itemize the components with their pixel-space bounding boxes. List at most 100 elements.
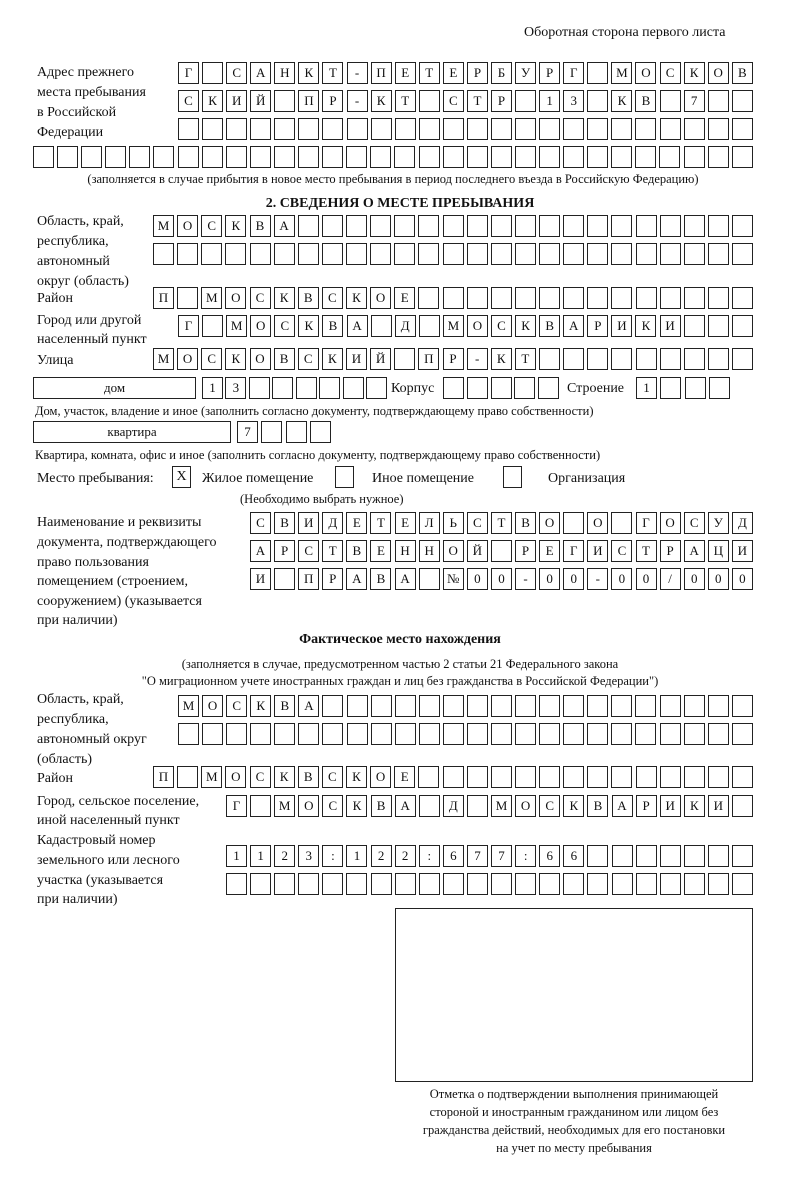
letter-cell[interactable] (707, 348, 729, 370)
letter-cell[interactable]: 0 (563, 568, 585, 590)
letter-cell[interactable]: О (250, 315, 272, 337)
letter-cell[interactable] (394, 723, 416, 745)
letter-cell[interactable] (587, 348, 609, 370)
letter-cell[interactable] (683, 146, 705, 168)
letter-cell[interactable] (346, 695, 368, 717)
letter-cell[interactable]: Р (515, 540, 537, 562)
letter-cell[interactable] (707, 118, 729, 140)
letter-cell[interactable] (707, 695, 729, 717)
letter-cell[interactable] (490, 146, 512, 168)
letter-cell[interactable] (587, 723, 609, 745)
letter-cell[interactable]: Ь (442, 512, 464, 534)
letter-cell[interactable] (731, 795, 753, 817)
letter-cell[interactable] (418, 215, 440, 237)
letter-cell[interactable] (466, 118, 488, 140)
letter-cell[interactable]: В (370, 568, 392, 590)
letter-cell[interactable]: Е (394, 287, 416, 309)
letter-cell[interactable] (249, 243, 271, 265)
letter-cell[interactable]: В (370, 795, 392, 817)
letter-cell[interactable] (731, 315, 753, 337)
letter-cell[interactable] (129, 146, 151, 168)
letter-cell[interactable] (611, 348, 633, 370)
letter-cell[interactable]: - (346, 90, 368, 112)
letter-cell[interactable] (250, 795, 272, 817)
letter-cell[interactable] (322, 695, 344, 717)
letter-cell[interactable]: Е (394, 766, 416, 788)
letter-cell[interactable] (394, 146, 416, 168)
letter-cell[interactable]: В (346, 540, 368, 562)
letter-cell[interactable] (611, 873, 633, 895)
letter-cell[interactable] (319, 377, 341, 399)
letter-cell[interactable] (635, 766, 657, 788)
letter-cell[interactable]: В (635, 90, 657, 112)
letter-cell[interactable] (683, 723, 705, 745)
letter-cell[interactable]: 0 (635, 568, 657, 590)
letter-cell[interactable]: 0 (611, 568, 633, 590)
letter-cell[interactable] (515, 723, 537, 745)
letter-cell[interactable] (683, 243, 705, 265)
letter-cell[interactable] (466, 795, 488, 817)
letter-cell[interactable] (731, 845, 753, 867)
letter-cell[interactable] (418, 287, 440, 309)
letter-cell[interactable]: 7 (237, 421, 258, 443)
letter-cell[interactable]: П (153, 766, 174, 788)
letter-cell[interactable]: П (370, 62, 392, 84)
letter-cell[interactable] (298, 873, 320, 895)
letter-cell[interactable]: С (226, 62, 248, 84)
letter-cell[interactable] (295, 377, 317, 399)
letter-cell[interactable]: 2 (394, 845, 416, 867)
letter-cell[interactable]: Д (731, 512, 753, 534)
letter-cell[interactable] (611, 766, 633, 788)
letter-cell[interactable] (563, 243, 585, 265)
letter-cell[interactable] (491, 723, 513, 745)
letter-cell[interactable] (370, 243, 392, 265)
letter-cell[interactable] (466, 723, 488, 745)
letter-cell[interactable] (731, 90, 753, 112)
letter-cell[interactable] (587, 90, 609, 112)
letter-cell[interactable]: Е (346, 512, 368, 534)
letter-cell[interactable] (563, 118, 585, 140)
letter-cell[interactable]: А (346, 568, 368, 590)
letter-cell[interactable] (442, 766, 464, 788)
letter-cell[interactable]: С (201, 215, 223, 237)
letter-cell[interactable]: 0 (539, 568, 561, 590)
letter-cell[interactable] (635, 348, 657, 370)
letter-cell[interactable]: - (466, 348, 488, 370)
letter-cell[interactable]: 1 (636, 377, 657, 399)
letter-cell[interactable] (322, 873, 344, 895)
letter-cell[interactable] (394, 695, 416, 717)
stay-region-row-2[interactable] (153, 243, 753, 265)
letter-cell[interactable]: М (226, 315, 248, 337)
letter-cell[interactable] (321, 243, 343, 265)
letter-cell[interactable] (611, 118, 633, 140)
letter-cell[interactable] (490, 377, 512, 399)
letter-cell[interactable]: К (635, 315, 657, 337)
letter-cell[interactable] (539, 723, 561, 745)
letter-cell[interactable] (587, 243, 609, 265)
letter-cell[interactable]: Р (539, 62, 561, 84)
letter-cell[interactable] (394, 118, 416, 140)
letter-cell[interactable]: Т (322, 540, 344, 562)
letter-cell[interactable]: 1 (539, 90, 561, 112)
letter-cell[interactable] (442, 723, 464, 745)
letter-cell[interactable] (466, 243, 488, 265)
letter-cell[interactable] (226, 118, 248, 140)
letter-cell[interactable]: И (731, 540, 753, 562)
letter-cell[interactable] (153, 243, 174, 265)
letter-cell[interactable] (635, 723, 657, 745)
letter-cell[interactable]: В (249, 215, 271, 237)
letter-cell[interactable] (226, 723, 248, 745)
letter-cell[interactable]: И (659, 315, 681, 337)
letter-cell[interactable] (177, 146, 199, 168)
letter-cell[interactable] (514, 146, 536, 168)
letter-cell[interactable] (635, 118, 657, 140)
letter-cell[interactable]: В (587, 795, 609, 817)
letter-cell[interactable]: Д (442, 795, 464, 817)
letter-cell[interactable] (297, 243, 319, 265)
letter-cell[interactable]: : (515, 845, 537, 867)
letter-cell[interactable] (683, 348, 705, 370)
letter-cell[interactable] (443, 377, 464, 399)
letter-cell[interactable]: 7 (683, 90, 705, 112)
